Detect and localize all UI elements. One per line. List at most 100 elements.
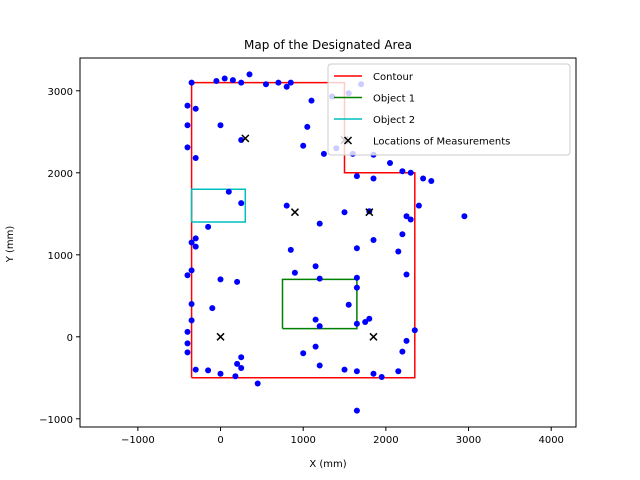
data-point	[353, 320, 360, 327]
x-tick-label: −1000	[121, 435, 155, 446]
data-point	[370, 370, 377, 377]
legend-entry: Object 2	[334, 115, 415, 126]
data-point	[263, 81, 269, 88]
data-point	[353, 284, 360, 291]
legend-label: Locations of Measurements	[373, 137, 510, 148]
data-point	[205, 223, 212, 230]
data-point	[362, 319, 369, 325]
x-tick-label: 0	[217, 435, 223, 446]
data-point	[275, 79, 282, 86]
data-point	[316, 362, 323, 369]
legend-label: Object 2	[373, 115, 415, 126]
legend-entry: Object 1	[334, 94, 415, 105]
data-point	[283, 83, 290, 90]
data-point	[229, 77, 236, 84]
data-point	[300, 142, 307, 149]
data-point	[217, 122, 224, 129]
data-point	[320, 150, 327, 157]
legend: Contour Object 1 Object 2 Locations of Meas…	[327, 63, 571, 156]
data-point	[209, 305, 216, 312]
data-point	[192, 243, 199, 250]
measurement-marker	[290, 208, 299, 217]
y-tick-label: 1000	[48, 251, 73, 262]
data-point	[232, 373, 239, 380]
data-point	[192, 366, 199, 373]
data-point	[399, 348, 406, 355]
legend-box	[327, 63, 571, 156]
x-tick-label: 3000	[456, 435, 481, 446]
data-point	[238, 79, 245, 86]
data-point	[188, 239, 195, 246]
data-point	[407, 216, 414, 223]
data-point	[316, 323, 323, 330]
y-tick-label: 0	[67, 333, 73, 344]
data-point	[238, 200, 245, 207]
axis-ticks: −1000 0 1000 2000 3000 4000 −1000 0 1000 2000 3000	[39, 87, 564, 446]
data-point	[316, 220, 323, 227]
data-point	[217, 276, 224, 283]
data-point	[184, 144, 191, 151]
data-point	[403, 271, 410, 278]
data-point	[246, 71, 253, 78]
data-point	[184, 122, 191, 129]
measurement-marker	[369, 332, 378, 341]
y-axis-label: Y (mm)	[5, 226, 16, 264]
data-point	[225, 188, 232, 195]
data-point	[378, 374, 385, 380]
data-point	[415, 202, 422, 209]
data-point	[341, 366, 348, 373]
data-point	[238, 354, 245, 361]
data-point	[184, 328, 191, 335]
data-point	[461, 213, 468, 220]
data-point	[387, 160, 393, 166]
data-point	[188, 267, 195, 274]
chart-title: Map of the Designated Area	[244, 38, 412, 52]
data-point	[287, 79, 294, 86]
measurement-marker	[365, 208, 374, 217]
data-point	[238, 365, 245, 371]
data-point	[353, 245, 360, 252]
data-point	[428, 178, 435, 184]
data-point	[399, 231, 406, 238]
data-point	[312, 316, 319, 323]
legend-label: Contour	[373, 72, 414, 83]
axes-frame	[79, 57, 577, 428]
data-point	[188, 79, 195, 86]
data-point	[188, 317, 195, 324]
data-point	[366, 315, 373, 322]
data-point	[217, 370, 224, 377]
x-tick-label: 4000	[538, 435, 563, 446]
y-tick-label: 2000	[48, 169, 73, 180]
data-point	[370, 175, 377, 182]
data-point	[316, 275, 323, 282]
plot-area	[184, 71, 468, 414]
data-point	[192, 235, 199, 242]
data-point	[312, 343, 319, 350]
data-point	[312, 263, 319, 270]
data-point	[184, 340, 191, 347]
data-point	[213, 78, 220, 84]
measurement-marker	[216, 332, 225, 341]
data-point	[304, 123, 311, 130]
data-point	[403, 213, 410, 220]
legend-entry: Contour	[334, 72, 414, 83]
data-point	[188, 301, 195, 307]
y-tick-label: 3000	[48, 87, 73, 98]
x-tick-label: 1000	[290, 435, 315, 446]
legend-entry: Locations of Measurements	[343, 136, 510, 148]
data-point	[192, 155, 199, 161]
data-point	[370, 237, 377, 243]
data-point	[407, 169, 414, 176]
data-point	[254, 380, 261, 387]
legend-swatch	[343, 136, 353, 145]
data-point	[221, 75, 228, 82]
data-point	[353, 407, 360, 414]
series-line-object-2	[190, 188, 247, 223]
data-point	[308, 97, 315, 104]
data-point	[345, 301, 352, 308]
data-point	[184, 272, 191, 279]
x-tick-label: 2000	[373, 435, 398, 446]
data-point	[395, 248, 402, 255]
data-point	[192, 105, 199, 112]
